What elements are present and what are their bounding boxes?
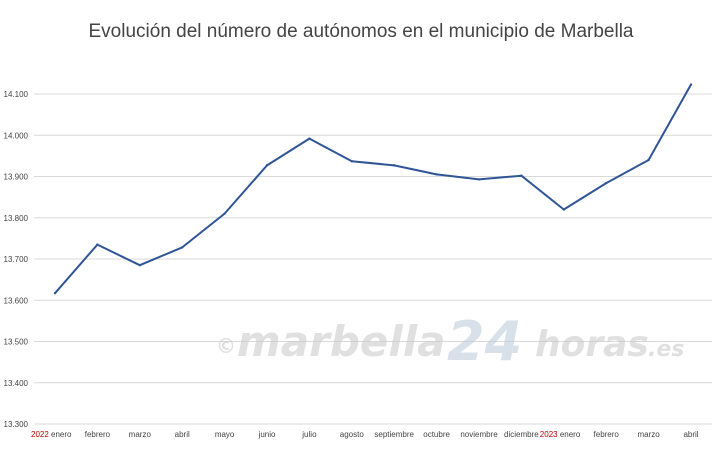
y-tick-label: 14.100 — [4, 90, 29, 99]
x-tick-label: marzo — [637, 430, 660, 439]
y-tick-label: 13.500 — [4, 338, 29, 347]
series-group — [53, 83, 693, 295]
x-tick-label: febrero — [85, 430, 111, 439]
x-tick-label: noviembre — [460, 430, 498, 439]
data-point — [96, 243, 99, 246]
x-tick-label: julio — [301, 430, 317, 439]
x-tick-label: marzo — [129, 430, 152, 439]
series-line — [54, 84, 692, 294]
data-point — [223, 212, 226, 215]
y-tick-label: 13.400 — [4, 379, 29, 388]
watermark-copyright: © — [216, 334, 236, 358]
gridlines — [34, 93, 712, 425]
data-point — [181, 246, 184, 249]
x-axis-ticks: 2022 enero febrero marzo abril mayo junio juli… — [31, 430, 699, 439]
x-tick-label: febrero — [594, 430, 620, 439]
data-point — [520, 174, 523, 177]
x-tick-label: junio — [258, 430, 276, 439]
x-tick-month: enero — [558, 430, 581, 439]
data-point — [647, 158, 650, 162]
y-tick-label: 14.000 — [4, 131, 29, 140]
x-tick-label: abril — [175, 430, 190, 439]
x-tick-label: 2023 enero — [540, 430, 581, 439]
y-tick-label: 13.300 — [4, 420, 29, 429]
y-tick-label: 13.800 — [4, 214, 29, 223]
watermark-tld: .es — [648, 337, 684, 362]
x-tick-label: septiembre — [374, 430, 414, 439]
x-tick-label: diciembre — [504, 430, 539, 439]
data-point — [689, 83, 693, 86]
x-tick-year: 2022 — [31, 430, 49, 439]
chart-title: Evolución del número de autónomos en el … — [89, 21, 634, 42]
data-point — [393, 164, 396, 167]
data-point — [350, 160, 353, 163]
x-tick-label: agosto — [340, 430, 365, 439]
x-tick-year: 2023 — [540, 430, 558, 439]
watermark-marbella: marbella — [237, 317, 446, 366]
y-tick-label: 13.700 — [4, 255, 29, 264]
x-tick-label: octubre — [423, 430, 450, 439]
data-point — [562, 208, 565, 211]
x-tick-label: 2022 enero — [31, 430, 72, 439]
data-point — [605, 181, 608, 185]
data-point — [53, 292, 57, 295]
x-tick-label: mayo — [215, 430, 235, 439]
data-point — [435, 173, 438, 176]
x-tick-month: enero — [49, 430, 72, 439]
data-point — [138, 263, 141, 267]
y-tick-label: 13.900 — [4, 173, 29, 182]
x-tick-label: abril — [683, 430, 698, 439]
data-point — [308, 137, 311, 140]
y-tick-label: 13.600 — [4, 296, 29, 305]
y-axis-ticks: 13.300 13.400 13.500 13.600 13.700 13.800 13.9… — [4, 90, 29, 429]
watermark-24: 24 — [447, 310, 522, 373]
watermark: © marbella 24 horas .es — [216, 310, 684, 373]
data-point — [265, 164, 269, 167]
watermark-horas: horas — [535, 324, 649, 365]
data-point — [477, 178, 481, 181]
